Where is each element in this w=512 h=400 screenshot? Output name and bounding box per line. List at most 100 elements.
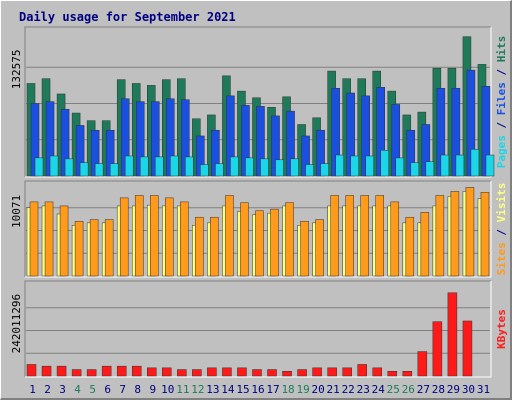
panel-max-label: 10071	[10, 195, 23, 228]
bar-kbytes-day-2	[41, 365, 52, 377]
bar-kbytes-day-19	[297, 369, 307, 377]
bar-sites-day-9	[150, 195, 159, 277]
bar-sites-day-22	[345, 195, 354, 277]
bar-sites-day-1	[29, 201, 39, 277]
series-sites	[29, 187, 490, 277]
right-label-panel-2: KBytes	[495, 309, 508, 349]
x-label-day-17: 17	[266, 383, 279, 396]
bar-pages-day-28	[440, 154, 450, 177]
bar-kbytes-day-24	[372, 367, 382, 377]
bar-pages-day-23	[365, 155, 374, 177]
panel-border-shadow	[24, 280, 491, 377]
x-label-day-19: 19	[296, 383, 309, 396]
right-label-part: Sites	[495, 242, 508, 275]
bar-kbytes-day-16	[252, 369, 262, 377]
bar-sites-day-17	[270, 208, 279, 277]
bar-pages-day-12	[200, 164, 209, 177]
x-label-day-21: 21	[327, 383, 340, 396]
bar-sites-day-25	[390, 201, 400, 277]
bar-kbytes-day-17	[267, 369, 277, 377]
panel-border-shadow	[24, 180, 491, 277]
right-label-part: Hits	[495, 36, 508, 63]
bar-pages-day-11	[185, 156, 194, 177]
bar-sites-day-3	[59, 205, 69, 277]
bar-kbytes-day-4	[71, 369, 82, 377]
bar-pages-day-4	[79, 162, 89, 177]
bar-pages-day-8	[139, 156, 149, 177]
bar-kbytes-day-28	[432, 321, 443, 377]
x-label-day-28: 28	[432, 383, 445, 396]
chart-panels: 132575 10071 242011296	[10, 26, 495, 378]
x-label-day-16: 16	[251, 383, 264, 396]
panel-border-highlight	[25, 281, 492, 378]
bar-kbytes-day-11	[177, 369, 187, 377]
bar-kbytes-day-12	[192, 369, 202, 377]
bar-kbytes-day-9	[147, 367, 157, 377]
x-label-day-6: 6	[104, 383, 111, 396]
x-label-day-26: 26	[402, 383, 415, 396]
bar-pages-day-20	[320, 163, 329, 177]
bar-sites-day-4	[74, 220, 84, 277]
series-files	[30, 69, 491, 177]
panel-background	[25, 281, 491, 377]
x-label-day-8: 8	[134, 383, 141, 396]
bar-kbytes-day-25	[387, 370, 398, 377]
bar-pages-day-22	[350, 155, 359, 177]
panel-max-label: 132575	[10, 50, 23, 90]
bar-pages-day-25	[395, 157, 405, 177]
x-label-day-9: 9	[149, 383, 156, 396]
bar-sites-day-26	[405, 216, 415, 277]
x-label-day-15: 15	[236, 383, 249, 396]
x-label-day-1: 1	[29, 383, 36, 396]
panel-border-highlight	[25, 181, 492, 278]
x-label-day-11: 11	[176, 383, 189, 396]
bar-kbytes-day-15	[237, 367, 247, 377]
bar-sites-day-10	[165, 197, 174, 277]
bar-kbytes-day-21	[327, 367, 337, 377]
bar-pages-day-10	[170, 155, 179, 177]
x-label-day-3: 3	[59, 383, 66, 396]
right-series-labels: Pages / Files / Hits Sites / Visits KBytes	[495, 36, 508, 349]
x-label-day-5: 5	[89, 383, 96, 396]
bar-sites-day-28	[435, 195, 445, 277]
x-label-day-25: 25	[387, 383, 400, 396]
bar-sites-day-20	[315, 219, 324, 277]
bar-sites-day-5	[89, 219, 99, 277]
series-kbytes	[26, 292, 473, 377]
right-label-part: /	[495, 115, 508, 135]
x-label-day-18: 18	[281, 383, 294, 396]
x-label-day-23: 23	[357, 383, 370, 396]
x-label-day-2: 2	[44, 383, 51, 396]
bar-kbytes-day-20	[312, 367, 322, 377]
bar-sites-day-31	[480, 191, 490, 277]
bar-sites-day-14	[225, 195, 234, 277]
bar-pages-day-9	[155, 156, 164, 177]
bar-pages-day-30	[470, 149, 480, 177]
right-label-panel-0: Pages / Files / Hits	[495, 36, 508, 169]
bar-kbytes-day-6	[101, 365, 112, 377]
bar-sites-day-23	[360, 195, 369, 277]
panel-visits-sites: 10071	[10, 180, 492, 278]
bar-kbytes-day-30	[462, 320, 473, 377]
bar-sites-day-12	[195, 216, 204, 277]
x-label-day-7: 7	[119, 383, 126, 396]
bar-kbytes-day-14	[222, 367, 232, 377]
bar-kbytes-day-23	[357, 364, 367, 377]
chart-title: Daily usage for September 2021	[19, 10, 236, 24]
x-axis-day-labels: 1 2 3 4 5 6 7 8 9 10 11 12 13 14 15 16 17 18 19 20 21 22 23 24 2…	[29, 383, 490, 396]
bar-kbytes-day-10	[162, 367, 172, 377]
bar-sites-day-6	[104, 219, 114, 277]
x-label-day-27: 27	[417, 383, 430, 396]
x-label-day-22: 22	[342, 383, 355, 396]
bar-sites-day-18	[285, 202, 294, 277]
bar-pages-day-24	[380, 149, 389, 177]
x-label-day-31: 31	[477, 383, 490, 396]
bar-kbytes-day-1	[26, 364, 37, 377]
bar-kbytes-day-8	[131, 365, 142, 377]
bar-pages-day-7	[124, 155, 134, 177]
bar-pages-day-14	[230, 156, 239, 177]
panel-border-highlight	[25, 27, 492, 178]
bar-pages-day-1	[34, 157, 44, 177]
x-label-day-30: 30	[462, 383, 475, 396]
right-label-part: /	[495, 62, 508, 82]
